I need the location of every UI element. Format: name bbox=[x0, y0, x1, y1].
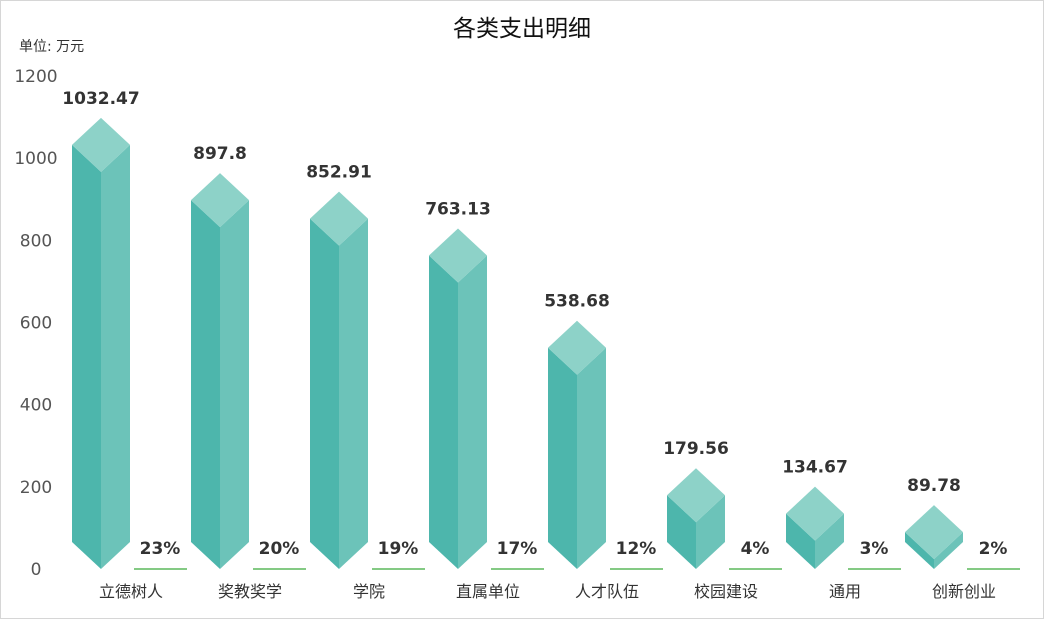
bar-left-face bbox=[905, 532, 934, 569]
bar-left-face bbox=[191, 200, 220, 569]
category-label: 奖教奖学 bbox=[218, 582, 282, 601]
bar-value-label: 852.91 bbox=[306, 163, 372, 183]
y-tick-label: 400 bbox=[20, 396, 52, 416]
percent-label: 12% bbox=[616, 539, 657, 559]
y-tick-label: 600 bbox=[20, 314, 52, 334]
percent-label: 23% bbox=[140, 539, 181, 559]
chart-title: 各类支出明细 bbox=[453, 16, 591, 42]
percent-label: 4% bbox=[741, 539, 770, 559]
bar-right-face bbox=[934, 532, 963, 569]
y-tick-label: 1200 bbox=[14, 67, 57, 87]
bar-left-face bbox=[310, 218, 339, 570]
category-label: 创新创业 bbox=[932, 582, 996, 601]
bar-value-label: 179.56 bbox=[663, 439, 729, 459]
bar-value-label: 897.8 bbox=[193, 144, 247, 164]
y-tick-label: 800 bbox=[20, 231, 52, 251]
percent-label: 20% bbox=[259, 539, 300, 559]
bar-left-face bbox=[548, 347, 577, 569]
bar-value-label: 538.68 bbox=[544, 292, 610, 312]
bar-value-label: 89.78 bbox=[907, 476, 961, 496]
bar-top-face bbox=[667, 468, 725, 523]
bar-top-face bbox=[191, 173, 249, 228]
y-tick-label: 1000 bbox=[14, 149, 57, 169]
bar-value-label: 763.13 bbox=[425, 199, 491, 219]
bar-left-face bbox=[667, 495, 696, 569]
bar-left-face bbox=[429, 255, 458, 569]
category-label: 立德树人 bbox=[99, 582, 163, 601]
percent-label: 2% bbox=[979, 539, 1008, 559]
bar-right-face bbox=[220, 200, 249, 569]
bar-top-face bbox=[72, 117, 130, 172]
percent-label: 17% bbox=[497, 539, 538, 559]
category-label: 直属单位 bbox=[456, 582, 520, 601]
bar-top-face bbox=[429, 228, 487, 283]
bar-value-label: 134.67 bbox=[782, 458, 848, 478]
bar-right-face bbox=[577, 347, 606, 569]
percent-label: 19% bbox=[378, 539, 419, 559]
bar-top-face bbox=[786, 486, 844, 541]
bar-left-face bbox=[72, 144, 101, 569]
bar-right-face bbox=[696, 495, 725, 569]
category-label: 通用 bbox=[829, 582, 861, 601]
bar-value-label: 1032.47 bbox=[62, 89, 139, 109]
bar-right-face bbox=[339, 218, 368, 570]
bar-right-face bbox=[815, 513, 844, 569]
bar-top-face bbox=[905, 505, 963, 560]
percent-label: 3% bbox=[860, 539, 889, 559]
category-label: 校园建设 bbox=[694, 582, 758, 601]
bar-left-face bbox=[786, 513, 815, 569]
bar-right-face bbox=[458, 255, 487, 569]
category-label: 学院 bbox=[353, 582, 385, 601]
bar-top-face bbox=[310, 191, 368, 246]
y-tick-label: 200 bbox=[20, 478, 52, 498]
unit-label: 单位: 万元 bbox=[19, 39, 85, 55]
bar-top-face bbox=[548, 320, 606, 375]
bar-right-face bbox=[101, 144, 130, 569]
category-label: 人才队伍 bbox=[575, 582, 639, 601]
y-tick-label: 0 bbox=[31, 560, 42, 580]
